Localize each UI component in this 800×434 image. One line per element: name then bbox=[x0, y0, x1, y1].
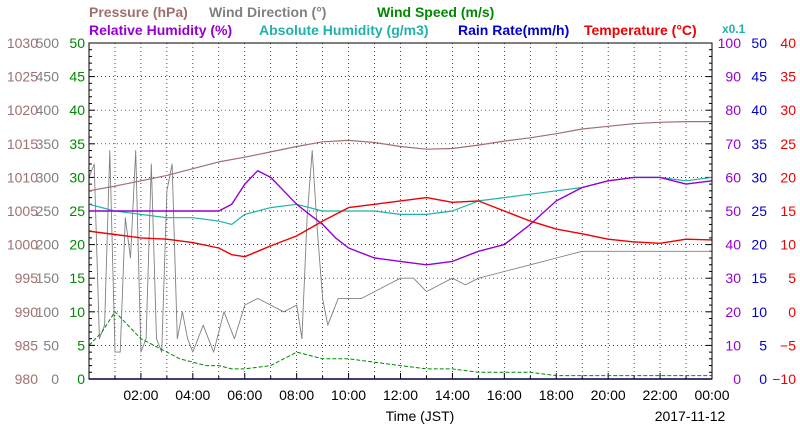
y-tick-label-wind-dir: 350 bbox=[36, 136, 60, 152]
y-tick-label-temp: 15 bbox=[780, 203, 796, 219]
x-tick-label: 04:00 bbox=[175, 387, 210, 403]
y-tick-label-rh: 60 bbox=[725, 169, 741, 185]
series-line-wind-dir bbox=[88, 150, 712, 353]
y-tick-label-temp: −5 bbox=[780, 337, 796, 353]
y-tick-label-temp: −10 bbox=[772, 371, 796, 387]
y-tick-label-wind-dir: 100 bbox=[36, 304, 60, 320]
y-tick-label-wind-dir: 300 bbox=[36, 169, 60, 185]
y-tick-label-pressure: 1015 bbox=[7, 136, 38, 152]
y-tick-label-rh: 20 bbox=[725, 304, 741, 320]
y-tick-label-wind-speed: 50 bbox=[69, 35, 85, 51]
y-tick-label-wind-speed: 20 bbox=[69, 237, 85, 253]
y-tick-label-rain: 35 bbox=[751, 136, 767, 152]
legend-pressure: Pressure (hPa) bbox=[89, 4, 188, 20]
y-tick-label-temp: 20 bbox=[780, 169, 796, 185]
y-tick-label-temp: 5 bbox=[788, 270, 796, 286]
y-tick-label-rh: 100 bbox=[718, 35, 742, 51]
y-tick-label-rh: 10 bbox=[725, 337, 741, 353]
series-line-pressure bbox=[88, 120, 712, 192]
y-tick-label-wind-dir: 200 bbox=[36, 237, 60, 253]
series-line-rh bbox=[89, 169, 713, 266]
y-tick-label-wind-speed: 15 bbox=[69, 270, 85, 286]
y-tick-label-rh: 40 bbox=[725, 237, 741, 253]
x-tick-label: 22:00 bbox=[643, 387, 678, 403]
y-tick-label-wind-speed: 10 bbox=[69, 304, 85, 320]
legend-temperature: Temperature (°C) bbox=[584, 22, 697, 38]
y-tick-label-rh: 70 bbox=[725, 136, 741, 152]
y-tick-label-wind-speed: 45 bbox=[69, 69, 85, 85]
x-tick-label: 12:00 bbox=[383, 387, 418, 403]
x-tick-label: 06:00 bbox=[227, 387, 262, 403]
legend-wind-direction: Wind Direction (°) bbox=[209, 4, 326, 20]
legend-rain-rate: Rain Rate(mm/h) bbox=[458, 22, 569, 38]
x-tick-label: 14:00 bbox=[435, 387, 470, 403]
x-tick-label: 20:00 bbox=[591, 387, 626, 403]
x-tick-label: 16:00 bbox=[487, 387, 522, 403]
x-tick-label: 00:00 bbox=[694, 387, 729, 403]
y-tick-label-wind-speed: 5 bbox=[77, 337, 85, 353]
y-tick-label-temp: 35 bbox=[780, 69, 796, 85]
x-tick-label: 08:00 bbox=[279, 387, 314, 403]
y-tick-label-wind-dir: 250 bbox=[36, 203, 60, 219]
x-tick-label: 10:00 bbox=[331, 387, 366, 403]
y-tick-label-wind-dir: 50 bbox=[43, 337, 59, 353]
x-tick-label: 02:00 bbox=[123, 387, 158, 403]
y-tick-label-rain: 0 bbox=[759, 371, 767, 387]
y-tick-label-wind-dir: 450 bbox=[36, 69, 60, 85]
y-tick-label-rain: 25 bbox=[751, 203, 767, 219]
y-tick-label-wind-speed: 0 bbox=[77, 371, 85, 387]
legend-absolute-humidity: Absolute Humidity (g/m3) bbox=[259, 22, 429, 38]
y-tick-label-temp: 0 bbox=[788, 304, 796, 320]
y-tick-label-pressure: 1010 bbox=[7, 169, 38, 185]
y-tick-label-wind-speed: 25 bbox=[69, 203, 85, 219]
y-tick-label-temp: 10 bbox=[780, 237, 796, 253]
y-tick-label-rain: 15 bbox=[751, 270, 767, 286]
ah-multiplier-label: x0.1 bbox=[722, 22, 746, 36]
y-tick-label-wind-speed: 30 bbox=[69, 169, 85, 185]
y-tick-label-rain: 45 bbox=[751, 69, 767, 85]
y-tick-label-wind-dir: 0 bbox=[51, 371, 59, 387]
y-tick-label-temp: 40 bbox=[780, 35, 796, 51]
series-line-temp bbox=[88, 196, 713, 258]
y-tick-label-rh: 30 bbox=[725, 270, 741, 286]
y-tick-label-rh: 90 bbox=[725, 69, 741, 85]
y-tick-label-pressure: 995 bbox=[15, 270, 39, 286]
legend-wind-speed: Wind Speed (m/s) bbox=[377, 4, 494, 20]
y-tick-label-rh: 80 bbox=[725, 102, 741, 118]
y-tick-label-rh: 50 bbox=[725, 203, 741, 219]
y-tick-label-rain: 30 bbox=[751, 169, 767, 185]
x-axis-label: Time (JST) bbox=[386, 408, 455, 424]
series-line-wind-speed bbox=[88, 311, 712, 377]
y-tick-label-rh: 0 bbox=[733, 371, 741, 387]
y-tick-label-pressure: 1005 bbox=[7, 203, 38, 219]
y-tick-label-wind-speed: 35 bbox=[69, 136, 85, 152]
y-tick-label-wind-speed: 40 bbox=[69, 102, 85, 118]
x-tick-label: 18:00 bbox=[539, 387, 574, 403]
y-tick-label-wind-dir: 400 bbox=[36, 102, 60, 118]
chart-date: 2017-11-12 bbox=[655, 408, 726, 424]
y-tick-label-rain: 5 bbox=[759, 337, 767, 353]
y-tick-label-rain: 20 bbox=[751, 237, 767, 253]
legend-relative-humidity: Relative Humidity (%) bbox=[89, 22, 232, 38]
y-tick-label-wind-dir: 500 bbox=[36, 35, 60, 51]
y-tick-label-pressure: 990 bbox=[15, 304, 39, 320]
y-tick-label-temp: 30 bbox=[780, 102, 796, 118]
y-tick-label-pressure: 980 bbox=[15, 371, 39, 387]
y-tick-label-rain: 40 bbox=[751, 102, 767, 118]
y-tick-label-temp: 25 bbox=[780, 136, 796, 152]
y-tick-label-pressure: 1020 bbox=[7, 102, 38, 118]
y-tick-label-rain: 50 bbox=[751, 35, 767, 51]
y-tick-label-pressure: 1000 bbox=[7, 237, 38, 253]
y-tick-label-rain: 10 bbox=[751, 304, 767, 320]
y-tick-label-pressure: 985 bbox=[15, 337, 39, 353]
y-tick-label-wind-dir: 150 bbox=[36, 270, 60, 286]
plot-frame bbox=[88, 42, 713, 380]
axes: 02:00 04:00 06:00 08:00 10:00 12:00 14:00 16:00… bbox=[7, 35, 796, 403]
y-tick-label-pressure: 1025 bbox=[7, 69, 38, 85]
y-tick-label-pressure: 1030 bbox=[7, 35, 38, 51]
